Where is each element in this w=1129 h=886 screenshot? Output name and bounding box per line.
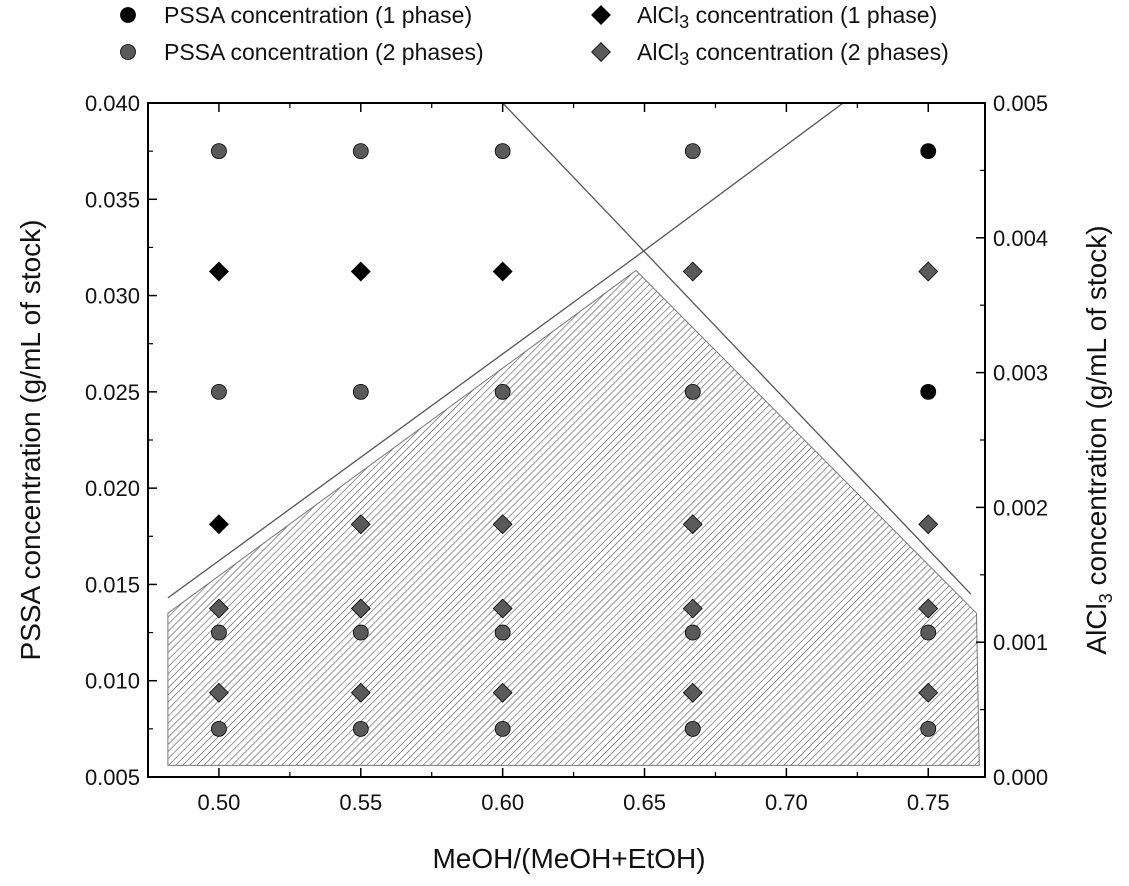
y-left-tick-label-0.040: 0.040 <box>85 91 140 116</box>
series-2-point-7 <box>494 383 511 400</box>
legend-label-prefix: AlCl <box>637 2 679 28</box>
legend-marker-4 <box>591 42 611 62</box>
series-2-point-17 <box>684 720 701 737</box>
series-3-point-1 <box>208 261 229 282</box>
x-tick-label-0.70: 0.70 <box>765 790 808 815</box>
series-2-point-12 <box>684 624 701 641</box>
legend-label-2: PSSA concentration (2 phases) <box>164 39 484 65</box>
series-2-point-5 <box>211 383 227 400</box>
series-2-point-13 <box>920 624 937 641</box>
series-4-point-8 <box>350 598 371 619</box>
x-tick-label-0.75: 0.75 <box>907 790 950 815</box>
legend-label-4: AlCl3 concentration (2 phases) <box>637 39 949 69</box>
x-tick-label-0.55: 0.55 <box>339 790 382 815</box>
y-axis-right-title: AlCl3 concentration (g/mL of stock) <box>1081 225 1116 654</box>
boundary-line-2 <box>502 102 972 595</box>
legend-label-suffix: concentration (2 phases) <box>689 39 949 65</box>
series-4-point-14 <box>492 682 513 703</box>
series-3-point-2 <box>350 261 371 282</box>
x-tick-label-0.60: 0.60 <box>481 790 524 815</box>
legend-marker-3 <box>591 5 611 25</box>
series-4-point-2 <box>918 261 939 282</box>
x-tick-label-0.50: 0.50 <box>198 790 241 815</box>
series-4-point-6 <box>918 514 939 535</box>
legend-label-prefix: PSSA concentration (1 phase) <box>164 2 472 28</box>
y-right-tick-label-0.002: 0.002 <box>993 495 1048 520</box>
series-2-point-10 <box>352 624 369 641</box>
series-3-point-4 <box>208 514 229 535</box>
series-4-point-15 <box>682 682 703 703</box>
series-2-point-2 <box>352 143 369 160</box>
y-right-tick-label-0.001: 0.001 <box>993 630 1048 655</box>
y-left-tick-label-0.015: 0.015 <box>85 572 140 597</box>
y-right-tick-label-0.003: 0.003 <box>993 361 1048 386</box>
series-4-point-7 <box>208 598 229 619</box>
series-1-point-1 <box>920 143 937 160</box>
x-tick-label-0.65: 0.65 <box>623 790 666 815</box>
series-3-point-3 <box>492 261 513 282</box>
y-right-tick-label-0.004: 0.004 <box>993 226 1048 251</box>
series-4-point-16 <box>918 682 939 703</box>
legend-label-prefix: PSSA concentration (2 phases) <box>164 39 484 65</box>
y-left-tick-label-0.035: 0.035 <box>85 187 140 212</box>
y-left-tick-label-0.005: 0.005 <box>85 765 140 790</box>
series-4-point-13 <box>350 682 371 703</box>
series-2-point-6 <box>352 383 369 400</box>
series-2-point-4 <box>684 143 701 160</box>
series-2-point-8 <box>684 383 701 400</box>
series-1-point-2 <box>920 383 937 400</box>
y-left-tick-label-0.020: 0.020 <box>85 476 140 501</box>
series-2-point-11 <box>494 624 511 641</box>
series-4-point-3 <box>350 514 371 535</box>
y-right-tick-label-0.000: 0.000 <box>993 765 1048 790</box>
legend-label-sub: 3 <box>679 12 689 32</box>
series-4-point-12 <box>208 682 229 703</box>
series-4-point-5 <box>682 514 703 535</box>
series-4-point-10 <box>682 598 703 619</box>
series-4-point-9 <box>492 598 513 619</box>
series-4-point-11 <box>918 598 939 619</box>
series-2-point-16 <box>494 720 511 737</box>
series-2-point-14 <box>211 720 227 737</box>
legend-label-prefix: AlCl <box>637 39 679 65</box>
legend-marker-1 <box>120 7 136 23</box>
legend-label-1: PSSA concentration (1 phase) <box>164 2 472 28</box>
series-4-point-1 <box>682 261 703 282</box>
series-2-point-3 <box>494 143 511 160</box>
y-axis-right-title-sub: 3 <box>1096 593 1116 603</box>
series-2-point-18 <box>920 720 937 737</box>
boundary-line-1 <box>167 102 844 599</box>
x-axis-title: MeOH/(MeOH+EtOH) <box>432 843 705 874</box>
shaded-region <box>167 269 980 766</box>
y-axis-right-title-prefix: AlCl <box>1081 603 1112 654</box>
y-right-tick-label-0.005: 0.005 <box>993 91 1048 116</box>
y-axis-left-title: PSSA concentration (g/mL of stock) <box>15 220 46 661</box>
series-4-point-4 <box>492 514 513 535</box>
series-2-point-1 <box>211 143 227 160</box>
series-2-point-9 <box>211 624 227 641</box>
y-left-tick-label-0.030: 0.030 <box>85 284 140 309</box>
y-axis-right-title-suffix: concentration (g/mL of stock) <box>1081 225 1112 593</box>
series-2-point-15 <box>352 720 369 737</box>
y-left-tick-label-0.010: 0.010 <box>85 669 140 694</box>
legend-label-3: AlCl3 concentration (1 phase) <box>637 2 937 32</box>
legend-label-sub: 3 <box>679 49 689 69</box>
legend-label-suffix: concentration (1 phase) <box>689 2 937 28</box>
y-left-tick-label-0.025: 0.025 <box>85 380 140 405</box>
legend-marker-2 <box>120 44 136 60</box>
